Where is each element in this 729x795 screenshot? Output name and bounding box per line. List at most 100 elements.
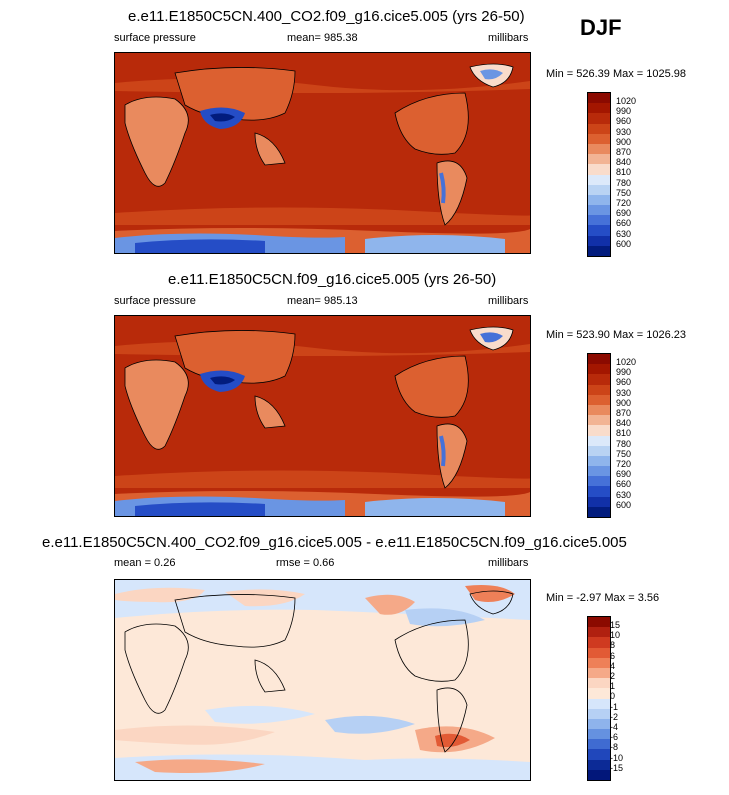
panel-3-units-label: millibars — [488, 557, 529, 569]
colorbar-tick-label: 990 — [616, 106, 632, 117]
colorbar-tick-label: 990 — [616, 367, 632, 378]
colorbar-tick-label: 750 — [616, 187, 632, 198]
colorbar-tick-label: 720 — [616, 459, 632, 469]
panel-2-colorbar-swatch — [588, 394, 610, 405]
panel-2-variable-label: surface pressure — [114, 295, 196, 307]
panel-3-colorbar-ticks: 15 10 8 6 4 2 1 0 -1 -2 -4 -6 -8 -10 -15 — [610, 621, 650, 781]
panel-2-colorbar-swatch — [588, 466, 610, 477]
panel-3-minmax-label: Min = -2.97 Max = 3.56 — [546, 592, 660, 604]
colorbar-tick-label: 870 — [616, 147, 632, 157]
panel-1-colorbar-swatch — [588, 215, 610, 226]
colorbar-tick-label: 900 — [616, 397, 632, 408]
panel-2-title: e.e11.E1850C5CN.f09_g16.cice5.005 (yrs 2… — [168, 271, 497, 288]
panel-3-colorbar-swatch — [588, 708, 610, 719]
panel-1-map — [114, 52, 531, 254]
panel-1-colorbar-swatch — [588, 245, 610, 256]
panel-3-colorbar-swatch — [588, 759, 610, 770]
colorbar-tick-label: 15 — [610, 620, 621, 630]
colorbar-tick-label: 810 — [616, 167, 632, 178]
panel-2-colorbar-swatch — [588, 374, 610, 385]
colorbar-tick-label: 0 — [610, 691, 616, 702]
colorbar-tick-label: -1 — [610, 701, 619, 712]
panel-1-variable-label: surface pressure — [114, 32, 196, 44]
colorbar-tick-label: 1020 — [616, 357, 637, 367]
panel-1-colorbar-swatch — [588, 103, 610, 114]
panel-3-colorbar-swatch — [588, 739, 610, 750]
panel-1-mean-label: mean= 985.38 — [287, 32, 358, 44]
panel-3-colorbar-swatch — [588, 749, 610, 760]
colorbar-tick-label: 930 — [616, 126, 632, 137]
panel-1-colorbar-swatch — [588, 174, 610, 185]
panel-1-colorbar-swatch — [588, 133, 610, 144]
panel-1-title: e.e11.E1850C5CN.400_CO2.f09_g16.cice5.00… — [128, 8, 525, 25]
panel-3-map — [114, 579, 531, 781]
colorbar-tick-label: 8 — [610, 640, 616, 651]
panel-3-colorbar-swatch — [588, 627, 610, 638]
panel-2-colorbar-swatch — [588, 354, 610, 365]
panel-1-minmax-label: Min = 526.39 Max = 1025.98 — [546, 68, 687, 80]
colorbar-tick-label: 720 — [616, 198, 632, 208]
colorbar-tick-label: 660 — [616, 479, 632, 490]
colorbar-tick-label: 2 — [610, 671, 616, 681]
panel-1-colorbar-swatch — [588, 154, 610, 165]
panel-1-colorbar-swatch — [588, 225, 610, 236]
colorbar-tick-label: 690 — [616, 469, 632, 480]
panel-2-colorbar-swatch — [588, 486, 610, 497]
season-label: DJF — [580, 15, 622, 40]
panel-2-colorbar-swatch — [588, 445, 610, 456]
panel-1-colorbar-swatch — [588, 93, 610, 104]
panel-1-units-label: millibars — [488, 32, 529, 44]
colorbar-tick-label: 690 — [616, 208, 632, 219]
colorbar-tick-label: -10 — [610, 752, 624, 763]
panel-3-colorbar-swatch — [588, 678, 610, 689]
panel-2-mean-label: mean= 985.13 — [287, 295, 358, 307]
colorbar-tick-label: 600 — [616, 499, 632, 510]
colorbar-tick-label: 630 — [616, 489, 632, 500]
colorbar-tick-label: 1020 — [616, 96, 637, 106]
colorbar-tick-label: -2 — [610, 711, 619, 722]
panel-2-colorbar-ticks: 1020 990 960 930 900 870 840 810 780 750… — [616, 358, 656, 518]
panel-3-colorbar-swatch — [588, 657, 610, 668]
colorbar-tick-label: 810 — [616, 428, 632, 439]
panel-2-colorbar — [587, 353, 611, 518]
colorbar-tick-label: 840 — [616, 157, 632, 168]
colorbar-tick-label: -15 — [610, 762, 624, 773]
panel-1-colorbar-swatch — [588, 164, 610, 175]
colorbar-tick-label: 6 — [610, 650, 616, 661]
colorbar-tick-label: 4 — [610, 660, 616, 671]
panel-2-colorbar-swatch — [588, 404, 610, 416]
colorbar-tick-label: 840 — [616, 418, 632, 429]
panel-3-colorbar-swatch — [588, 698, 610, 709]
panel-2-units-label: millibars — [488, 295, 529, 307]
colorbar-tick-label: -6 — [610, 732, 619, 743]
colorbar-tick-label: 870 — [616, 408, 632, 418]
panel-2-colorbar-swatch — [588, 506, 610, 517]
panel-3-colorbar-swatch — [588, 729, 610, 740]
panel-1-colorbar-swatch — [588, 205, 610, 216]
colorbar-tick-label: -4 — [610, 722, 619, 732]
panel-3-colorbar-swatch — [588, 718, 610, 730]
panel-1-colorbar-swatch — [588, 235, 610, 246]
colorbar-tick-label: 780 — [616, 177, 632, 188]
panel-2-map — [114, 315, 531, 517]
colorbar-tick-label: 960 — [616, 116, 632, 127]
panel-1-colorbar-swatch — [588, 123, 610, 134]
colorbar-tick-label: 660 — [616, 218, 632, 229]
panel-2-minmax-label: Min = 523.90 Max = 1026.23 — [546, 329, 687, 341]
panel-2-colorbar-swatch — [588, 364, 610, 375]
panel-1-colorbar-ticks: 1020 990 960 930 900 870 840 810 780 750… — [616, 97, 656, 257]
panel-1-colorbar-swatch — [588, 194, 610, 206]
colorbar-tick-label: 930 — [616, 387, 632, 398]
panel-2-colorbar-swatch — [588, 415, 610, 426]
colorbar-tick-label: -8 — [610, 742, 619, 753]
panel-3-colorbar-swatch — [588, 769, 610, 780]
colorbar-tick-label: 600 — [616, 238, 632, 249]
panel-3-colorbar-swatch — [588, 617, 610, 628]
panel-3-title: e.e11.E1850C5CN.400_CO2.f09_g16.cice5.00… — [42, 534, 627, 551]
panel-3-rmse-label: rmse = 0.66 — [276, 557, 335, 569]
panel-3-mean-label: mean = 0.26 — [114, 557, 176, 569]
colorbar-tick-label: 10 — [610, 630, 621, 641]
panel-2-colorbar-swatch — [588, 455, 610, 467]
panel-1-colorbar-swatch — [588, 143, 610, 155]
panel-1-colorbar-swatch — [588, 184, 610, 195]
